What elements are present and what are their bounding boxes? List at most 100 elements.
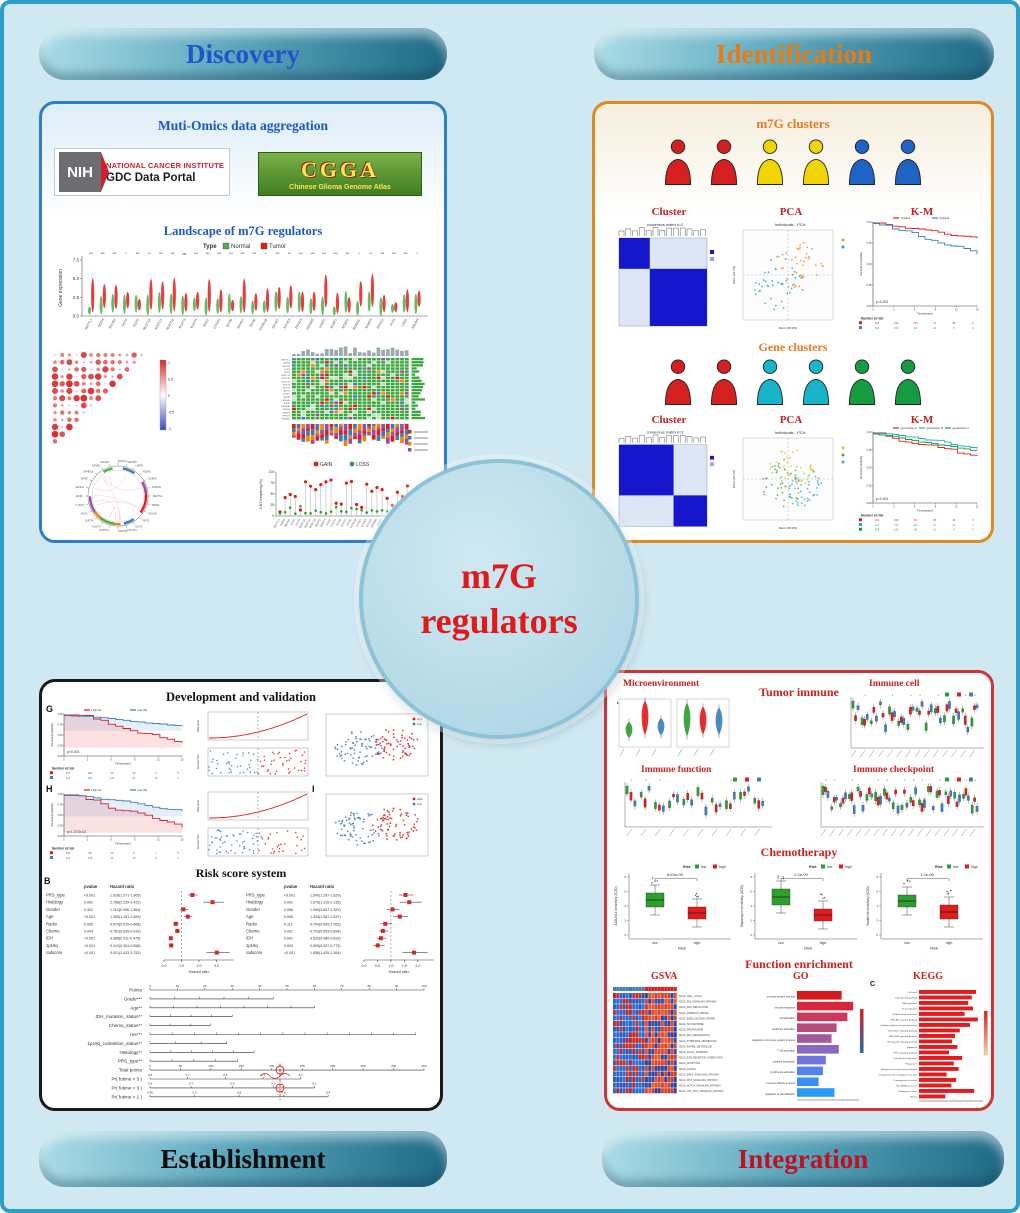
svg-text:8.63e-05: 8.63e-05 [667, 872, 684, 877]
svg-text:AZD2014 sensitivity (IC50): AZD2014 sensitivity (IC50) [614, 886, 618, 925]
svg-text:CYFIP1: CYFIP1 [282, 394, 290, 396]
svg-text:CYFIP1: CYFIP1 [213, 318, 222, 330]
svg-text:NUDT10: NUDT10 [298, 518, 307, 529]
pca-plot-m7g-clusters: Individuals - PCA Dim1 (38.2%) Dim2 (18.7%… [731, 220, 849, 332]
immune-cell-label: Immune cell [869, 679, 920, 689]
svg-text:***: *** [194, 252, 199, 256]
svg-text:0.005: 0.005 [84, 922, 93, 926]
svg-text:Cluster1: Cluster1 [901, 216, 911, 220]
svg-text:0.8: 0.8 [237, 1091, 242, 1095]
km-label-1: K-M [910, 206, 934, 218]
svg-text:MicroRNAs in cancer: MicroRNAs in cancer [896, 1085, 917, 1088]
svg-text:48: 48 [933, 518, 936, 522]
svg-text:EIF4E1B: EIF4E1B [258, 318, 268, 331]
svg-text:150: 150 [894, 518, 899, 522]
svg-text:Low risk: Low risk [138, 788, 148, 792]
svg-text:18: 18 [155, 776, 158, 780]
svg-text:0.50: 0.50 [866, 466, 872, 470]
svg-text:KEGG_PYRIMIDINE_METABOLISM: KEGG_PYRIMIDINE_METABOLISM [679, 1040, 717, 1043]
svg-text:NCBP1: NCBP1 [143, 470, 152, 473]
svg-text:0.112: 0.112 [284, 922, 293, 926]
svg-text:6: 6 [914, 309, 916, 312]
svg-text:WDR4: WDR4 [97, 318, 105, 328]
svg-text:NCBP1: NCBP1 [329, 318, 338, 329]
svg-text:*: * [417, 252, 419, 256]
svg-text:regulation of cell adhesion: regulation of cell adhesion [765, 1092, 796, 1096]
nih-text: NATIONAL CANCER INSTITUTE GDC Data Porta… [106, 161, 224, 184]
svg-text:58: 58 [914, 528, 917, 532]
panel-discovery: Muti-Omics data aggregation NIH NATIONAL… [39, 101, 447, 543]
svg-text:KEGG_FOCAL_ADHESION: KEGG_FOCAL_ADHESION [679, 1051, 708, 1054]
pca-label-2: PCA [779, 414, 803, 426]
svg-text:AGO2: AGO2 [81, 513, 89, 516]
svg-text:132: 132 [110, 776, 115, 780]
svg-text:0.4: 0.4 [326, 1091, 331, 1095]
svg-text:NUDT11: NUDT11 [118, 530, 128, 533]
gsva-heatmap: KEGG_CELL_CYCLE KEGG_P53_SIGNALING_PATHWA… [611, 985, 735, 1105]
svg-text:1.00: 1.00 [866, 430, 872, 434]
svg-text:Pr( futime > 1 ): Pr( futime > 1 ) [111, 1094, 142, 1099]
gene-clusters-title: Gene clusters [758, 340, 828, 354]
svg-text:250: 250 [300, 1064, 305, 1068]
svg-text:0.006: 0.006 [284, 915, 293, 919]
immune-function-boxplot: ****** [617, 776, 775, 840]
mutation-oncoprint: METTL1 WDR4 NSUN2 DCP2 DCPS NUDT10 NUDT11 NUDT1… [256, 344, 432, 456]
svg-text:***: *** [252, 252, 257, 256]
svg-text:p53 signaling pathway: p53 signaling pathway [895, 997, 918, 1000]
km-label-2: K-M [910, 414, 934, 426]
svg-text:CNV.frequency(%): CNV.frequency(%) [259, 479, 263, 509]
svg-text:high: high [946, 941, 953, 945]
svg-text:60: 60 [313, 984, 317, 988]
svg-text:KEGG_RNA_DEGRADATION: KEGG_RNA_DEGRADATION [679, 1034, 710, 1037]
svg-text:High: High [417, 717, 423, 721]
svg-text:GAIN: GAIN [320, 462, 333, 468]
svg-text:Hazard ratio: Hazard ratio [110, 884, 135, 889]
svg-text:20: 20 [111, 851, 114, 855]
svg-text:3: 3 [972, 518, 974, 522]
svg-text:pvalue: pvalue [84, 884, 98, 889]
svg-text:0.003: 0.003 [284, 944, 293, 948]
svg-text:<0.001: <0.001 [84, 937, 95, 941]
svg-text:Risk: Risk [678, 946, 686, 951]
svg-text:EIF4E3: EIF4E3 [360, 518, 368, 528]
aggregation-title: Muti-Omics data aggregation [158, 118, 328, 133]
svg-text:0.412(0.304-0.558): 0.412(0.304-0.558) [110, 944, 141, 948]
svg-text:0.9: 0.9 [192, 1091, 197, 1095]
svg-text:KEGG_BASE_EXCISION_REPAIR: KEGG_BASE_EXCISION_REPAIR [679, 1017, 715, 1020]
svg-text:336: 336 [66, 776, 71, 780]
svg-text:*: * [966, 779, 968, 783]
svg-text:332: 332 [875, 326, 880, 330]
svg-text:GEMIN5: GEMIN5 [127, 461, 137, 464]
svg-text:Complement and coagulation cas: Complement and coagulation cascades [879, 1074, 918, 1077]
svg-text:*: * [730, 779, 732, 783]
svg-text:NUDT4: NUDT4 [85, 520, 94, 523]
svg-text:LSM1: LSM1 [400, 318, 408, 327]
svg-text:1.856(1.425-2.364): 1.856(1.425-2.364) [310, 951, 341, 955]
svg-text:immune system process: immune system process [767, 995, 796, 999]
svg-text:NCBP2: NCBP2 [148, 478, 157, 481]
svg-text:DCP2: DCP2 [143, 520, 150, 523]
svg-text:*: * [825, 779, 827, 783]
svg-text:0.632(0.480-0.833): 0.632(0.480-0.833) [310, 937, 341, 941]
svg-text:***: *** [171, 252, 176, 256]
svg-text:Pr( futime > 3 ): Pr( futime > 3 ) [111, 1085, 142, 1090]
svg-text:<0.001: <0.001 [84, 951, 95, 955]
svg-text:low: low [652, 941, 658, 945]
km-plot-gene-clusters: 1.00 0.75 0.50 0.25 0.00 geneCluster A geneClu… [857, 424, 983, 536]
svg-text:118: 118 [88, 771, 93, 775]
svg-text:0.3: 0.3 [271, 1082, 276, 1086]
svg-text:JAK-STAT signaling pathway: JAK-STAT signaling pathway [889, 1035, 918, 1038]
tsne-plot: High Low [318, 708, 436, 782]
person-icon [894, 359, 922, 405]
svg-text:*: * [878, 779, 880, 783]
svg-text:0.96: 0.96 [147, 1091, 153, 1095]
svg-text:0.703(0.553-0.894): 0.703(0.553-0.894) [310, 930, 341, 934]
svg-text:***: *** [136, 252, 141, 256]
svg-text:AGO2: AGO2 [202, 318, 210, 328]
svg-text:KEGG_PURINE_METABOLISM: KEGG_PURINE_METABOLISM [679, 1045, 712, 1048]
svg-text:WDR4: WDR4 [152, 504, 160, 507]
svg-text:400: 400 [391, 1064, 396, 1068]
km-plot-validation: 1.00 0.75 0.50 0.25 0.00 High risk Low risk p=1… [48, 786, 188, 864]
svg-text:28: 28 [952, 321, 955, 325]
svg-text:AGO2: AGO2 [325, 518, 332, 527]
